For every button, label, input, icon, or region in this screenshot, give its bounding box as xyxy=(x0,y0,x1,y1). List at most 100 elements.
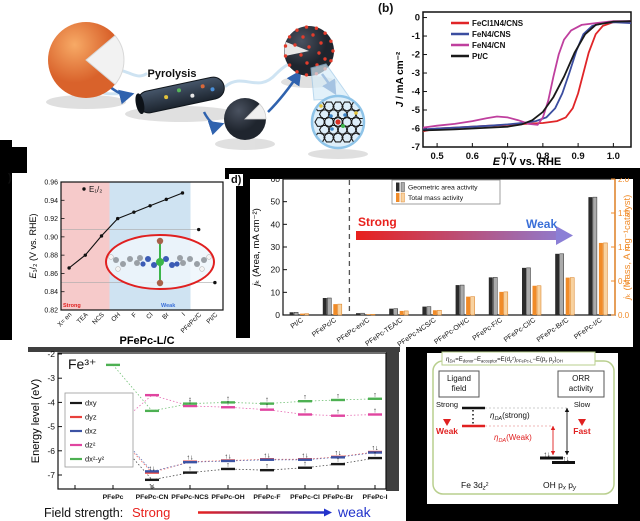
e12-point xyxy=(67,266,71,270)
legend-label: dxz xyxy=(85,427,97,436)
electron-arrows: ↑ xyxy=(188,397,192,404)
left-tick-label: 40 xyxy=(271,219,281,229)
bar-area xyxy=(555,253,560,315)
bar-area xyxy=(488,277,493,315)
fe-center-atom xyxy=(156,258,164,266)
catalyst-sphere xyxy=(283,25,335,77)
plot-frame xyxy=(60,181,224,311)
bar-mass xyxy=(300,313,305,315)
carbonized-sphere xyxy=(224,98,267,140)
x-tick-label: I xyxy=(181,311,187,317)
electron-arrows: ↑ xyxy=(226,462,230,469)
e12-point xyxy=(132,210,136,214)
pyrolysis-tube xyxy=(135,76,225,115)
slow-fast-arrowhead xyxy=(578,419,586,426)
legend-label: Pt/C xyxy=(472,52,488,61)
y-tick-label: -4 xyxy=(412,87,421,98)
e12-trend-line xyxy=(68,192,183,269)
x-tick-label: PFePc/C xyxy=(311,317,338,339)
halfwave-chart: 0.82 0.84 0.86 0.88 0.90 0.92 0.94 0.96 X= en TEA… xyxy=(28,180,224,347)
bar-mass xyxy=(598,242,603,315)
bar-area xyxy=(522,267,526,315)
left-tick-label: 60 xyxy=(271,178,281,184)
strong-weak-arrowhead xyxy=(443,419,451,426)
y-tick-label: -3 xyxy=(47,373,55,383)
bar-mass xyxy=(466,296,471,315)
electron-arrows: ↑↓ xyxy=(149,483,156,490)
weak-label: weak xyxy=(337,504,372,520)
y-tick-label: 0.82 xyxy=(44,308,58,315)
legend-box xyxy=(64,392,134,468)
legend-box xyxy=(391,179,501,205)
electron-arrows: ↑↓ xyxy=(187,455,194,462)
electron-arrows: ↑↓ xyxy=(264,452,271,459)
left-tick-label: 30 xyxy=(271,242,281,252)
y-tick-label: -2 xyxy=(412,50,420,61)
orbital-energy-chart: -2-3-4-5-6-7↑↓↑↓↑↑↓↑↓↑↓↑↑↑↑↓↑↑↑↑↓↑↑↑↑↓↑↑… xyxy=(28,347,400,520)
bar-mass xyxy=(532,285,537,315)
panel-border-top xyxy=(28,347,400,352)
arrow-ball-to-product xyxy=(267,69,302,113)
electron-arrows: ↑ xyxy=(265,397,269,404)
fe-3dz2-label: Fe 3dz2 xyxy=(461,480,489,492)
y-tick-label: 0.84 xyxy=(44,289,58,296)
oh-pxpy-label: OH px py xyxy=(543,480,577,492)
electron-arrows: ↑↓ xyxy=(225,453,232,460)
electron-arrows: ↑ xyxy=(188,466,192,473)
series-line-dxz xyxy=(112,427,376,472)
eta-da-strong-label: ηDA(strong) xyxy=(490,411,530,422)
y-tick-label: -5 xyxy=(47,422,55,432)
bar-mass xyxy=(432,310,437,315)
axis-label: J / mA cm⁻² xyxy=(395,51,406,107)
bar-area xyxy=(588,197,593,315)
y-tick-label: 0.92 xyxy=(44,216,58,223)
axis-label: jₖ (Mass, A mg⁻¹catalyst) xyxy=(622,195,633,302)
x-tick-label: PFePc-I xyxy=(363,494,388,501)
weak-label: Weak xyxy=(436,426,458,436)
electron-pair-1: ↑↓ xyxy=(544,452,551,459)
y-tick-label: -6 xyxy=(47,446,55,456)
legend-label: FeCl1N4/CNS xyxy=(472,19,524,28)
x-tick-label: PFePc-Cl xyxy=(290,494,320,501)
y-tick-label: 0.94 xyxy=(44,198,58,205)
x-tick-label: Br xyxy=(161,311,171,321)
ligand-field-line2: field xyxy=(452,384,467,393)
x-tick-label: PFePc xyxy=(103,494,124,501)
black-filler-center-bar xyxy=(236,178,250,338)
e12-point xyxy=(213,280,217,285)
panel-border-right xyxy=(386,347,399,491)
weak-region-label: Weak xyxy=(161,303,176,309)
fast-label: Fast xyxy=(573,426,591,436)
kinetic-bar-chart: 0 10 20 30 40 50 60 0.0 0.5 1.0 1.5 2.0 Pt/C PFePc/C P… xyxy=(251,178,633,349)
y-tick-label: 0 xyxy=(415,13,420,24)
panel-label-d: d) xyxy=(229,174,244,186)
y-tick-label: -3 xyxy=(412,68,420,79)
black-filler-right-strip xyxy=(633,179,640,349)
x-tick-label: 0.9 xyxy=(572,151,585,162)
axis-label: PFePc-L/C xyxy=(119,335,174,347)
synthesis-schematic: Pyrolysis xyxy=(46,22,368,159)
y-tick-label: 0.96 xyxy=(44,180,58,187)
legend-label: dxy xyxy=(85,399,97,408)
electron-arrows: ↑ xyxy=(373,408,377,415)
precursor-sphere xyxy=(48,22,125,98)
molecule-inset xyxy=(105,234,215,290)
x-tick-label: 1.0 xyxy=(607,151,620,162)
electron-arrows: ↑ xyxy=(265,463,269,470)
legend-label: Total mass activity xyxy=(408,195,464,202)
axis-label: Energy level (eV) xyxy=(30,379,42,463)
formula-box xyxy=(441,351,596,366)
bar-area xyxy=(422,306,427,315)
x-tick-label: PFePc-F/C xyxy=(472,317,504,343)
strong-label: Strong xyxy=(436,400,458,409)
bar-mass xyxy=(366,314,371,315)
lsv-chart: 0.5 0.6 0.7 0.8 0.9 1.0 0 -1 -2 -3 -4 -5 -6 -7 FeCl1N4… xyxy=(395,11,632,168)
x-tick-label: 0.5 xyxy=(430,151,444,162)
electron-arrows: ↑ xyxy=(336,457,340,464)
eta-da-weak-label: ηDA(Weak) xyxy=(494,433,532,444)
strong-region xyxy=(61,182,110,310)
right-tick-label: 0.0 xyxy=(618,311,630,320)
series-FeN4/CN xyxy=(422,20,631,129)
y-tick-label: 0.90 xyxy=(44,234,58,241)
electron-arrows: ↑ xyxy=(336,393,340,400)
